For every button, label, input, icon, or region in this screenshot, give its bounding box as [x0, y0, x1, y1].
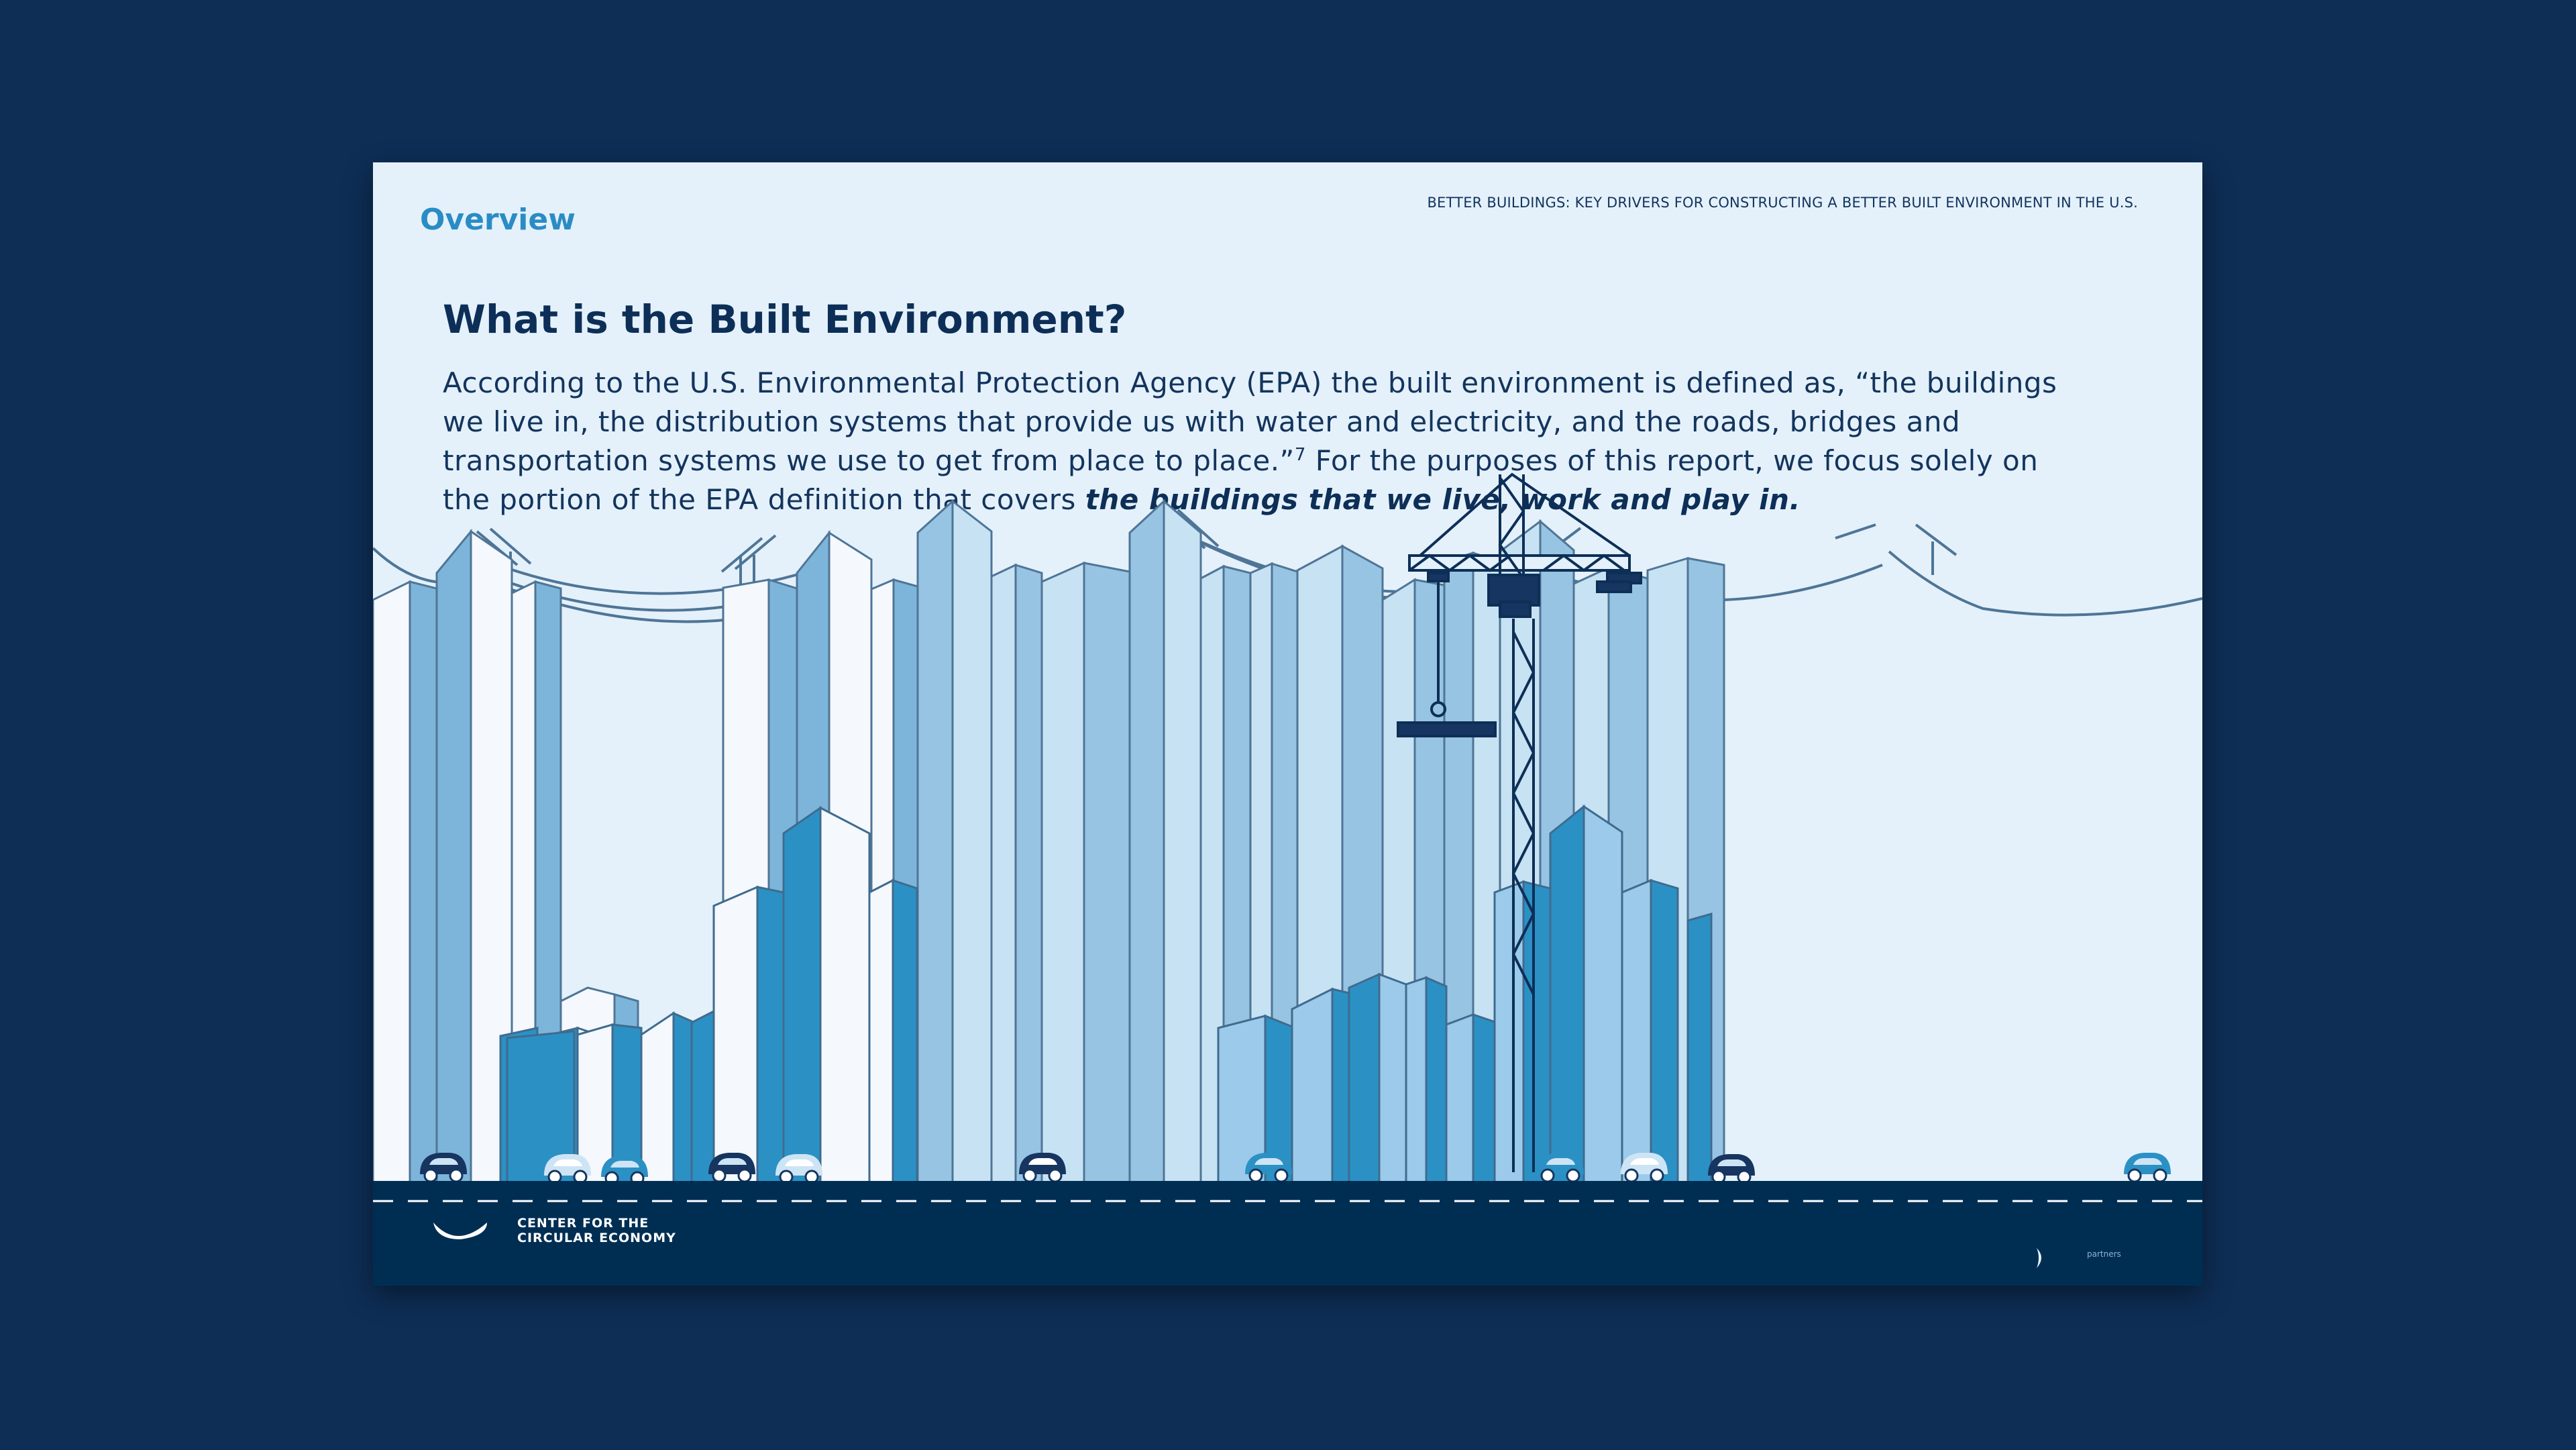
partner-logo-icon [2037, 1248, 2041, 1268]
paragraph-emphasis: the buildings that we live, work and pla… [1085, 483, 1801, 516]
logo-line-1: CENTER FOR THE [517, 1216, 649, 1231]
crane [1397, 472, 1642, 1172]
footnote-ref: 7 [1294, 445, 1306, 465]
city-illustration [373, 472, 2202, 1186]
mid-towers [712, 804, 1713, 1184]
paragraph-lead: According to the U.S. Environmental Prot… [443, 366, 2057, 477]
running-head: BETTER BUILDINGS: KEY DRIVERS FOR CONSTR… [1427, 195, 2138, 211]
footer-partners-label: partners [2087, 1249, 2121, 1259]
footer-logo-text: CENTER FOR THE CIRCULAR ECONOMY [517, 1216, 676, 1245]
circular-economy-logo-icon [433, 1223, 487, 1239]
cars [420, 1153, 2171, 1186]
section-label: Overview [420, 203, 576, 237]
logo-line-2: CIRCULAR ECONOMY [517, 1231, 676, 1245]
road-lane-markings [373, 1200, 2202, 1202]
road-footer [373, 1181, 2202, 1286]
paragraph-mid: For the purposes of this report, we focu… [443, 444, 2039, 516]
body-paragraph: According to the U.S. Environmental Prot… [443, 364, 2066, 519]
report-page: Overview BETTER BUILDINGS: KEY DRIVERS F… [373, 162, 2202, 1286]
page-heading: What is the Built Environment? [443, 297, 1127, 342]
